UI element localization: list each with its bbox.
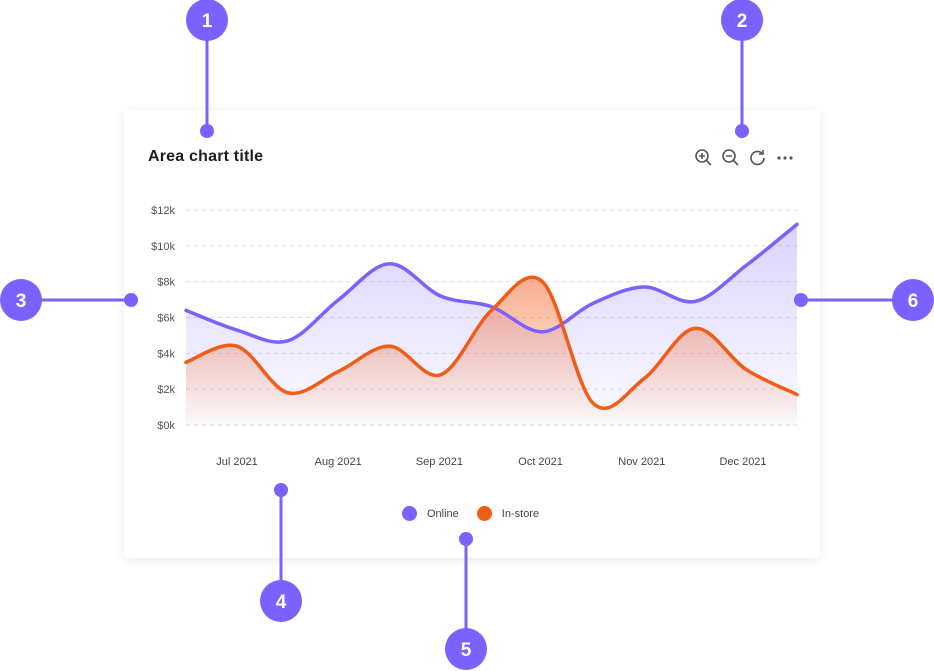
legend-swatch [476,506,492,521]
y-tick-label: $12k [151,205,175,217]
annotation-number: 5 [461,640,472,661]
annotation-number: 2 [737,11,748,32]
line-in-store [184,275,799,411]
x-tick-label: Dec 2021 [719,456,766,468]
annotation-number: 3 [16,291,27,312]
annotation-badge [260,580,302,622]
y-tick-label: $6k [157,313,175,325]
annotation-number: 4 [276,592,287,613]
annotation-anchor [794,293,808,307]
annotation-anchor [274,483,288,497]
x-tick-label: Sep 2021 [416,456,463,468]
chart-toolbar [694,148,795,168]
y-tick-label: $2k [157,384,175,396]
annotation-badge [892,279,934,321]
x-tick-label: Oct 2021 [518,456,563,468]
zoom-in-icon[interactable] [694,148,714,168]
more-icon[interactable] [775,148,795,168]
legend-item-in-store[interactable]: In-store [476,506,540,521]
annotation-anchor [124,293,138,307]
refresh-icon[interactable] [748,148,768,168]
line-online [184,222,799,344]
x-tick-label: Jul 2021 [216,456,258,468]
legend-swatch [402,506,417,521]
annotation-anchor [200,124,214,138]
x-tick-label: Nov 2021 [618,456,665,468]
annotation-number: 1 [202,11,213,32]
legend-item-online[interactable]: Online [402,506,459,521]
legend-label: Online [427,507,459,520]
chart-legend: Online In-store [402,506,557,521]
area-in-store [186,277,797,425]
y-tick-label: $0k [157,420,175,432]
annotation-badge [721,0,763,41]
zoom-out-icon[interactable] [721,148,741,168]
annotation-anchor [735,124,749,138]
y-tick-label: $10k [151,241,175,253]
x-tick-label: Aug 2021 [315,456,362,468]
annotation-anchor [459,532,473,546]
annotation-badge [186,0,228,41]
annotation-number: 6 [908,291,919,312]
y-tick-label: $8k [157,277,175,289]
annotation-badge [0,279,42,321]
chart-title: Area chart title [148,148,264,165]
annotation-badge [445,628,487,670]
y-tick-label: $4k [157,348,175,360]
legend-label: In-store [501,507,540,520]
